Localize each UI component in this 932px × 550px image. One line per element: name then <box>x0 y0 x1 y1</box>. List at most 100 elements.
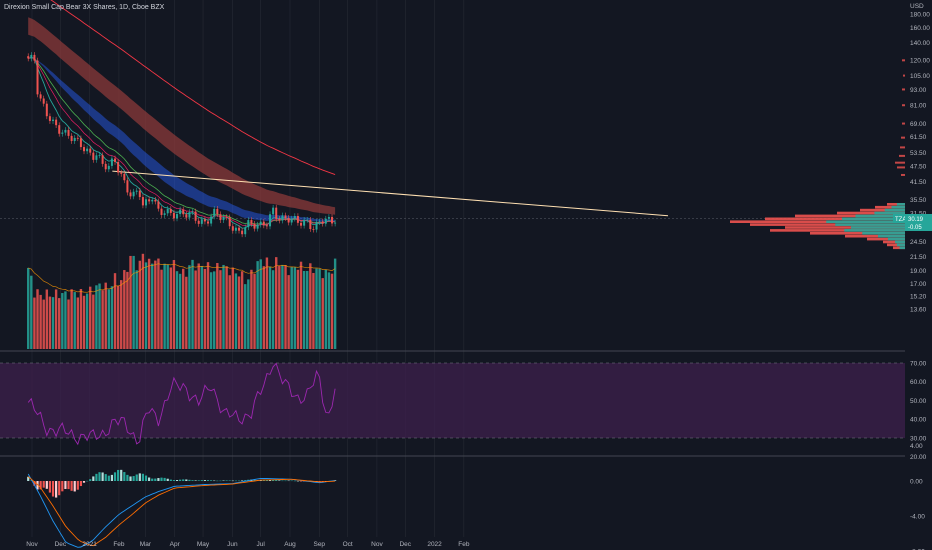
candle-body <box>52 119 55 121</box>
candle-body <box>64 129 67 133</box>
macd-histogram-bar <box>30 480 33 482</box>
macd-histogram-bar <box>45 481 48 489</box>
candle-body <box>234 227 237 231</box>
macd-histogram-bar <box>163 477 166 481</box>
macd-histogram-bar <box>55 481 58 498</box>
macd-histogram-bar <box>219 480 222 482</box>
volume-bar <box>234 273 238 349</box>
volume-bar <box>79 288 83 349</box>
time-axis[interactable]: Nov Dec 2021 Feb Mar Apr May Jun Jul Aug Sep Oct Nov… <box>26 541 470 548</box>
price-tick-label: 15.20 <box>910 294 927 301</box>
volume-profile-row <box>837 211 905 215</box>
macd-tick-label: -4.00 <box>910 514 925 521</box>
volume-bar <box>42 299 45 349</box>
candle-body <box>30 54 33 59</box>
macd-histogram-bar <box>284 480 287 482</box>
macd-histogram-bar <box>268 479 272 481</box>
volume-bar <box>284 265 287 349</box>
volume-bar <box>120 280 123 349</box>
volume-bar <box>216 263 219 349</box>
volume-profile-row <box>895 240 905 244</box>
volume-profile-row <box>860 208 905 212</box>
candle-body <box>188 212 191 218</box>
candle-body <box>83 147 86 152</box>
macd-histogram-bar <box>79 481 83 487</box>
macd-histogram-bar <box>318 481 321 482</box>
macd-histogram-bar <box>120 469 123 481</box>
macd-histogram-bar <box>175 480 179 481</box>
candle-body <box>290 218 293 223</box>
macd-histogram-bar <box>272 479 275 481</box>
macd-histogram-bar <box>197 480 200 481</box>
candle-body <box>95 155 98 160</box>
volume-bar <box>27 267 30 349</box>
candle-body <box>101 155 104 164</box>
macd-histogram-bar <box>169 479 172 481</box>
macd-histogram-bar <box>160 477 163 481</box>
macd-tick-label: -8.00 <box>910 549 925 550</box>
candle-body <box>169 208 172 213</box>
volume-bar <box>61 293 64 349</box>
volume-bar <box>203 268 207 349</box>
volume-bar <box>225 266 228 349</box>
macd-tick-label: 0.00 <box>910 478 923 485</box>
volume-bar <box>141 253 145 349</box>
time-tick-label: 2021 <box>82 541 97 548</box>
time-tick-label: Feb <box>113 541 125 548</box>
volume-bar <box>231 267 235 349</box>
volume-profile-row <box>902 122 905 125</box>
macd-histogram-bar <box>64 481 67 489</box>
macd-histogram-bar <box>123 472 126 481</box>
macd-histogram-bar <box>244 480 247 481</box>
volume-bar <box>95 285 98 349</box>
candle-body <box>141 197 144 206</box>
grid-lines <box>0 0 905 537</box>
candle-body <box>182 209 185 215</box>
rsi-pane <box>0 362 905 446</box>
volume-bar <box>160 269 163 349</box>
macd-histogram-bar <box>86 480 89 482</box>
rsi-tick-label: 50.00 <box>910 398 927 405</box>
volume-bar <box>321 278 324 349</box>
candle-body <box>86 148 89 152</box>
volume-bar <box>268 266 272 349</box>
macd-histogram-bar <box>225 480 228 481</box>
volume-profile-row <box>893 246 905 250</box>
rsi-tick-label: 40.00 <box>910 417 927 424</box>
candle-body <box>98 155 101 156</box>
macd-histogram-bar <box>73 481 76 492</box>
volume-bar <box>172 260 176 349</box>
candle-body <box>281 215 284 221</box>
volume-bar <box>287 275 290 349</box>
price-tick-label: 21.50 <box>910 254 927 261</box>
price-tick-label: 17.00 <box>910 281 927 288</box>
candle-body <box>58 125 61 134</box>
macd-histogram-bar <box>61 481 64 492</box>
candle-body <box>27 56 30 59</box>
volume-bar <box>98 283 101 349</box>
price-tick-label: 105.00 <box>910 73 930 80</box>
macd-histogram-bar <box>126 474 129 481</box>
candle-body <box>191 211 194 213</box>
candle-body <box>73 137 76 142</box>
volume-bar <box>327 272 331 349</box>
volume-bar <box>51 297 55 349</box>
volume-bar <box>39 294 42 349</box>
macd-histogram-bar <box>70 481 73 491</box>
volume-bar <box>175 271 179 349</box>
volume-bar <box>219 270 222 349</box>
volume-profile-row <box>887 237 905 241</box>
candle-body <box>67 129 70 136</box>
volume-bar <box>271 270 275 349</box>
volume-bar <box>48 296 52 349</box>
sma-200-line <box>50 0 336 176</box>
volume-bar <box>104 282 107 349</box>
volume-bar <box>302 270 306 349</box>
candle-body <box>259 221 262 225</box>
price-tick-label: 69.00 <box>910 121 927 128</box>
candle-body <box>327 216 330 219</box>
volume-bar <box>178 273 182 349</box>
candle-body <box>275 207 278 219</box>
